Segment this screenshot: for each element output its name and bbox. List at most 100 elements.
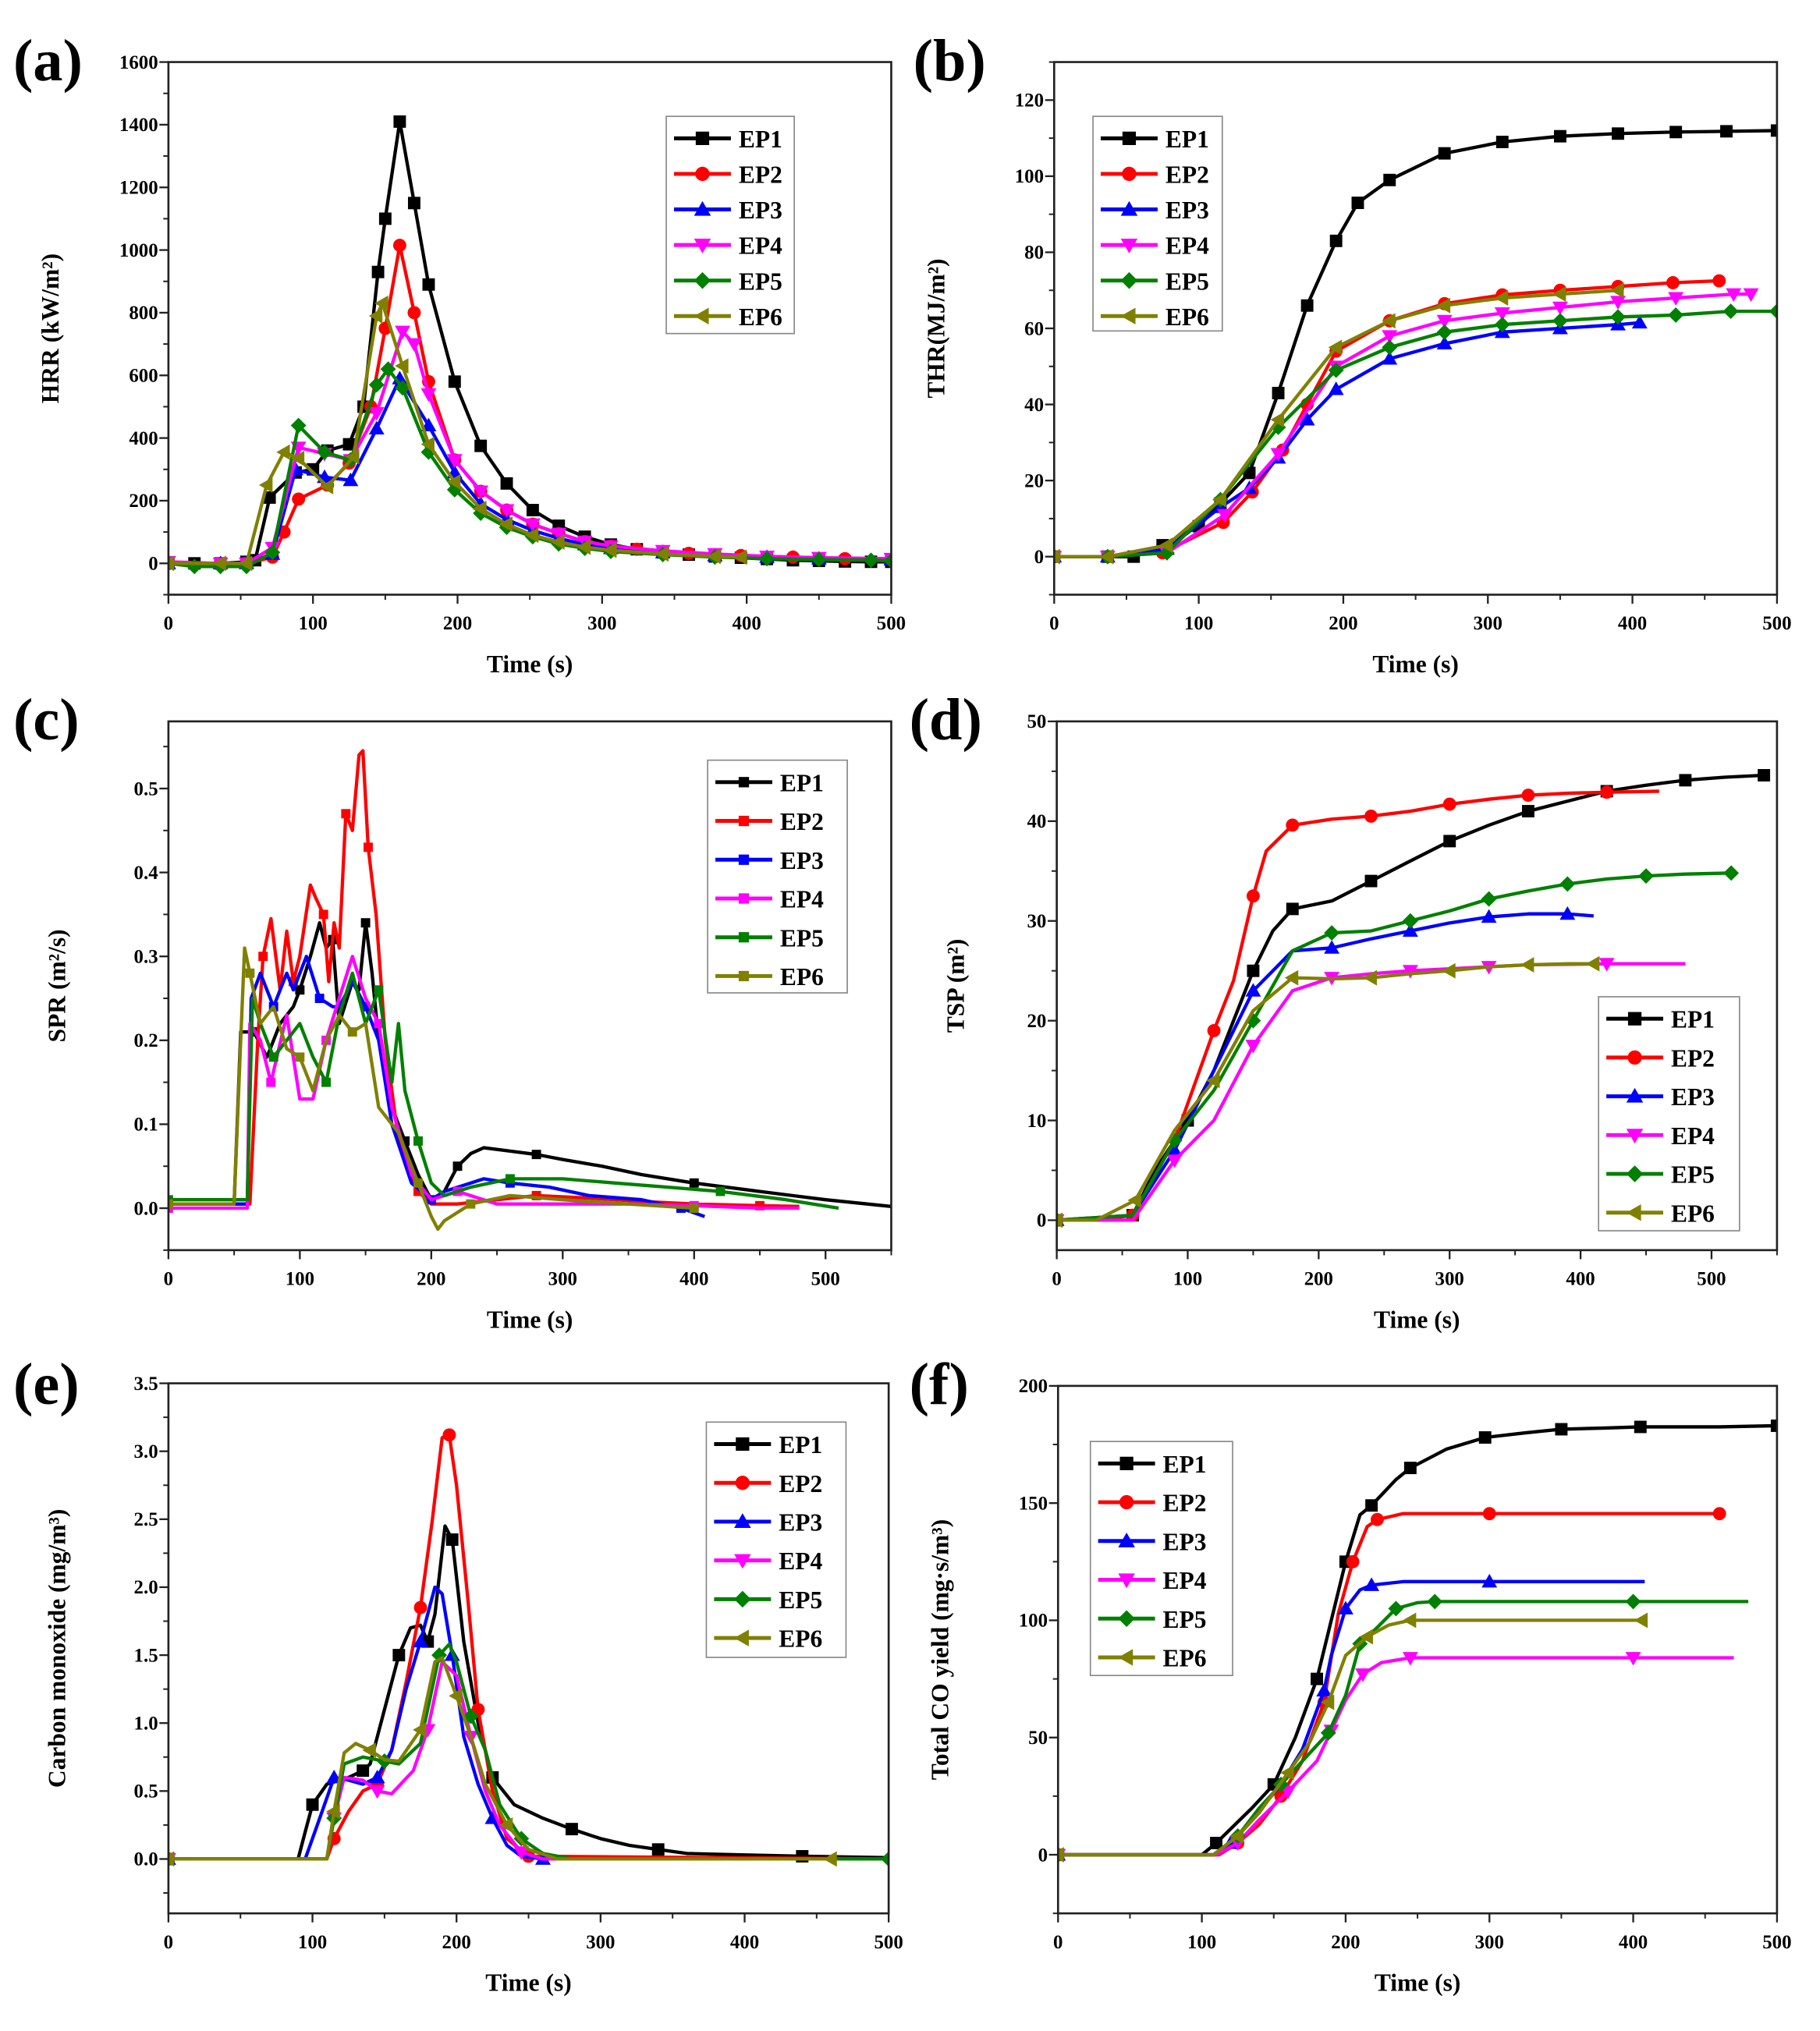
x-tick-label: 200 (1329, 613, 1357, 634)
square-marker (738, 815, 750, 827)
square-marker (1403, 1462, 1417, 1475)
legend-item-ep5: EP5 (715, 924, 824, 952)
square-marker (695, 131, 710, 145)
legend-label: EP6 (779, 1625, 822, 1653)
y-tick-label: 50 (1028, 1728, 1048, 1749)
panel-b: 0 100 200 300 400 500 0 20 40 60 80 100 120 Time (s) T… (914, 28, 1792, 678)
legend-label: EP3 (1165, 197, 1209, 224)
square-marker (407, 197, 420, 210)
legend-item-ep4: EP4 (714, 1547, 822, 1575)
square-marker (1770, 1420, 1777, 1432)
x-tick-label: 500 (877, 613, 906, 634)
legend: EP1 EP2 EP3 EP4 EP5 EP6 (1092, 115, 1223, 332)
diamond-marker (1402, 913, 1418, 929)
y-tick-label: 1200 (119, 178, 158, 199)
diamond-marker (694, 271, 711, 289)
y-tick-label: 30 (1027, 911, 1047, 932)
y-tick-label: 1000 (119, 240, 158, 261)
triangle-left-marker (603, 542, 617, 558)
x-tick-label: 500 (811, 1269, 840, 1290)
x-tick-label: 200 (1304, 1269, 1333, 1290)
square-marker (347, 1027, 357, 1037)
circle-marker (735, 1476, 750, 1490)
circle-marker (292, 492, 306, 506)
series-group (1058, 1420, 1777, 1863)
y-tick-label: 1.5 (134, 1645, 158, 1666)
square-marker (168, 1199, 173, 1209)
x-tick-label: 500 (1762, 613, 1791, 634)
legend-item-ep3: EP3 (673, 197, 782, 224)
legend-label: EP5 (1163, 1606, 1207, 1633)
square-marker (738, 854, 750, 865)
triangle-down-marker (1245, 1040, 1261, 1054)
y-axis-title: TSP (m²) (942, 939, 969, 1033)
y-tick-label: 50 (1027, 711, 1047, 732)
square-marker (796, 1850, 809, 1863)
diamond-marker (1118, 1610, 1135, 1628)
square-marker (1119, 1456, 1134, 1470)
legend: EP1 EP2 EP3 EP4 EP5 EP6 (1089, 1441, 1233, 1677)
triangle-up-marker (1364, 1577, 1380, 1591)
square-marker (531, 1190, 541, 1200)
legend-label: EP2 (739, 161, 782, 189)
triangle-left-marker (1118, 1649, 1134, 1666)
square-marker (755, 1200, 765, 1210)
triangle-left-marker (734, 1629, 749, 1646)
triangle-up-marker (1436, 335, 1453, 349)
triangle-left-marker (524, 527, 539, 544)
triangle-left-marker (1212, 491, 1226, 508)
y-axis-title: Carbon monoxide (mg/m³) (43, 1509, 70, 1788)
x-tick-label: 0 (164, 1269, 173, 1290)
series-line-ep3 (1054, 321, 1641, 558)
x-tick-label: 100 (298, 1932, 327, 1953)
legend-item-ep1: EP1 (1098, 1451, 1207, 1478)
x-tick-label: 500 (1697, 1269, 1726, 1290)
square-marker (1443, 835, 1456, 848)
x-tick-label: 400 (679, 1269, 708, 1290)
triangle-left-marker (1610, 282, 1624, 299)
x-axis-title: Time (s) (1375, 1969, 1460, 1997)
y-tick-label: 0 (1037, 1210, 1046, 1232)
triangle-down-marker (446, 454, 463, 468)
series-group (168, 1428, 889, 1867)
triangle-up-marker (1382, 351, 1398, 365)
legend-item-ep3: EP3 (1098, 1528, 1207, 1555)
square-marker (357, 1764, 370, 1778)
diamond-marker (380, 361, 396, 377)
triangle-down-marker (473, 485, 489, 499)
square-marker (1720, 125, 1733, 138)
x-tick-label: 300 (1435, 1269, 1464, 1290)
x-tick-label: 100 (286, 1269, 314, 1290)
diamond-marker (1436, 324, 1453, 340)
circle-marker (1286, 818, 1300, 832)
series-line-ep5 (1054, 309, 1777, 558)
triangle-left-marker (449, 1688, 463, 1704)
square-marker (1351, 197, 1364, 210)
legend-item-ep4: EP4 (1098, 1567, 1207, 1594)
legend-item-ep6: EP6 (715, 963, 824, 991)
circle-marker (1346, 1554, 1360, 1568)
square-marker (1612, 127, 1624, 140)
triangle-left-marker (413, 1721, 427, 1738)
triangle-up-marker (413, 1633, 428, 1648)
triangle-left-marker (1280, 1764, 1294, 1781)
square-marker (505, 1174, 515, 1184)
legend-box (665, 115, 795, 335)
triangle-down-marker (524, 518, 541, 533)
triangle-down-marker (1552, 301, 1568, 316)
series-group (168, 115, 892, 575)
y-tick-label: 200 (129, 491, 158, 512)
triangle-down-marker (368, 407, 385, 421)
triangle-left-marker (395, 358, 409, 374)
triangle-down-marker (513, 1846, 530, 1860)
square-marker (445, 1533, 459, 1546)
series-line-ep1 (168, 920, 892, 1208)
square-marker (1210, 1837, 1222, 1849)
series-line-ep6 (1056, 962, 1594, 1222)
legend-label: EP3 (1671, 1083, 1715, 1111)
diamond-marker (395, 380, 411, 396)
diamond-marker (881, 1851, 889, 1867)
legend-item-ep2: EP2 (1098, 1490, 1207, 1517)
circle-marker (1712, 274, 1726, 288)
